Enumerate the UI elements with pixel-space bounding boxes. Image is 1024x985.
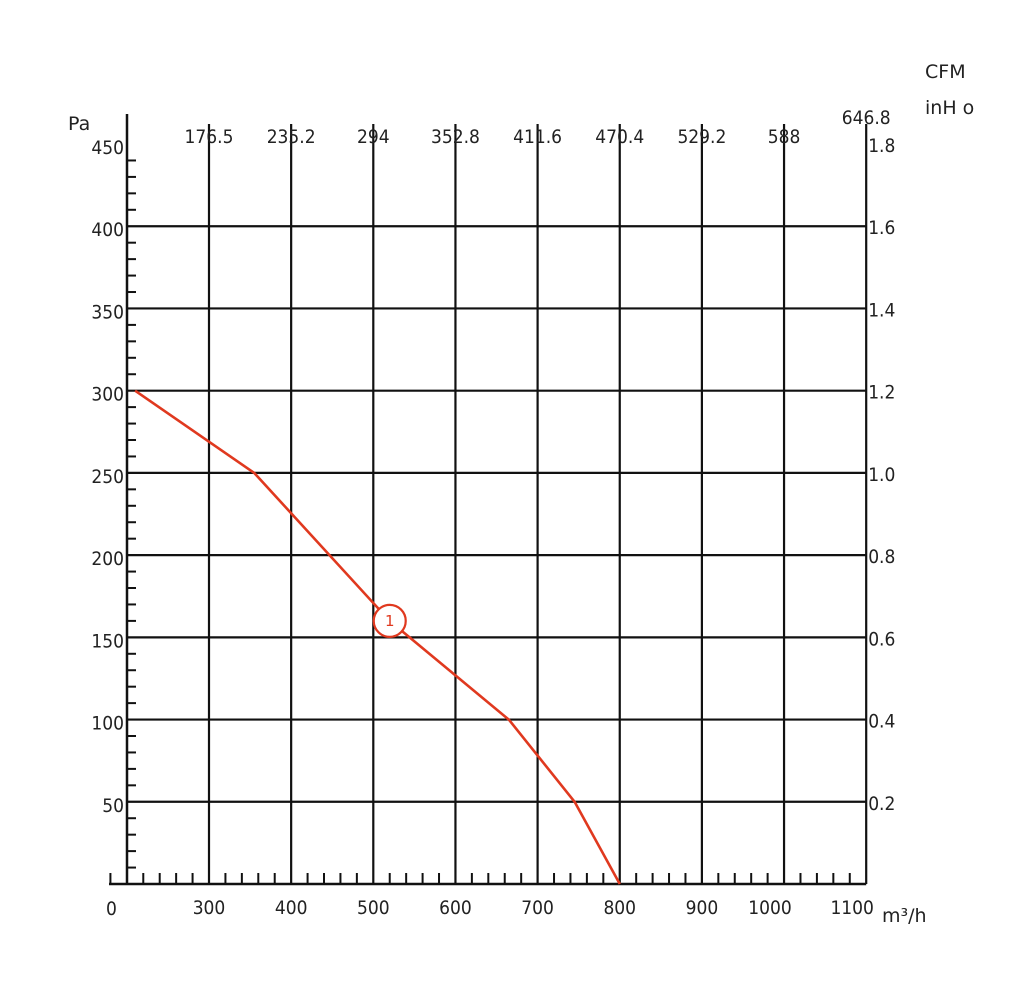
- y-tick-label: 200: [91, 548, 124, 570]
- top-tick-label: 352.8: [431, 126, 480, 148]
- x-tick-label: 600: [439, 897, 472, 919]
- x-unit-label: m³/h: [882, 905, 927, 927]
- curve-marker-circle: [372, 603, 407, 638]
- right-tick-label: 1.8: [868, 135, 895, 157]
- tick-labels: 300 400 500 600 700 800 900 1000 1100 50 100 150 200…: [91, 107, 895, 919]
- top-unit-label: CFM: [925, 61, 966, 83]
- right-tick-label: 1.6: [868, 217, 895, 239]
- series: 1: [134, 389, 621, 885]
- y-unit-label: Pa: [68, 113, 90, 135]
- top-tick-label: 294: [357, 126, 390, 148]
- grid: [127, 124, 868, 884]
- x-tick-label: 400: [275, 897, 308, 919]
- x-tick-label: 500: [357, 897, 390, 919]
- right-tick-label: 1.2: [868, 382, 895, 404]
- y-tick-label: 400: [91, 219, 124, 241]
- y-tick-label: 50: [102, 795, 124, 817]
- right-tick-label: 0.2: [868, 793, 895, 815]
- right-tick-label: 0.4: [868, 711, 895, 733]
- right-tick-label: 0.8: [868, 546, 895, 568]
- x-tick-label: 1000: [748, 897, 792, 919]
- y-tick-label: 350: [91, 301, 124, 323]
- curve-marker-label: 1: [385, 612, 395, 630]
- right-unit-label: inH o: [925, 97, 974, 119]
- top-tick-label: 235.2: [267, 126, 316, 148]
- y-tick-label: 150: [91, 630, 124, 652]
- y-tick-label: 250: [91, 466, 124, 488]
- x-tick-label: 800: [603, 897, 636, 919]
- performance-curve: [134, 389, 621, 885]
- right-tick-label: 1.4: [868, 299, 895, 321]
- y-tick-label: 300: [91, 384, 124, 406]
- top-tick-label: 176.5: [185, 126, 234, 148]
- top-tick-label: 529.2: [677, 126, 726, 148]
- x-tick-label: 1100: [830, 897, 874, 919]
- top-tick-label: 411.6: [513, 126, 562, 148]
- right-tick-label: 0.6: [868, 628, 895, 650]
- x-tick-label: 900: [686, 897, 719, 919]
- x-origin-label: 0: [106, 898, 117, 920]
- right-tick-label: 1.0: [868, 464, 895, 486]
- axes: [109, 114, 867, 886]
- x-tick-label: 700: [521, 897, 554, 919]
- y-tick-label: 450: [91, 137, 124, 159]
- y-tick-label: 100: [91, 713, 124, 735]
- top-tick-label: 588: [768, 126, 801, 148]
- x-tick-label: 300: [193, 897, 226, 919]
- top-tick-label: 646.8: [842, 107, 891, 129]
- top-tick-label: 470.4: [595, 126, 644, 148]
